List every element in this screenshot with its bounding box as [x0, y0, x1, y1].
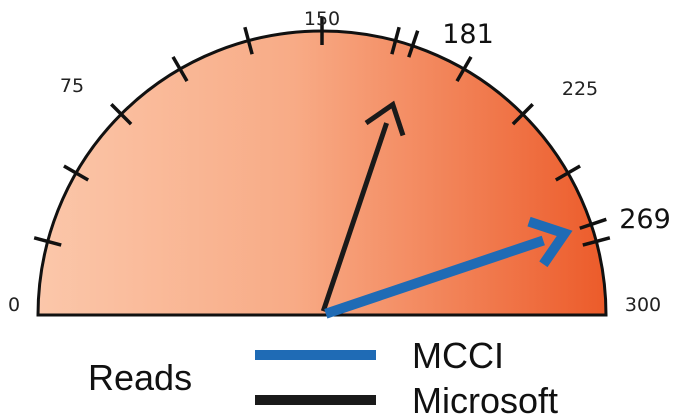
gauge-needles	[320, 100, 573, 319]
legend: Reads MCCI Microsoft	[88, 335, 558, 414]
gauge-ticks	[33, 17, 611, 247]
gauge-tick-label: 150	[304, 8, 340, 30]
gauge-tick-labels: 0 75 150 225 300	[8, 8, 661, 316]
needle-microsoft	[320, 122, 389, 313]
gauge-tick	[455, 56, 473, 83]
gauge-value-tick	[407, 30, 420, 58]
gauge-value-tick	[579, 217, 607, 230]
gauge-tick	[33, 236, 62, 247]
gauge-tick-label: 225	[562, 78, 598, 100]
legend-label-mcci: MCCI	[412, 335, 504, 376]
gauge-tick	[243, 26, 254, 55]
needle-head-microsoft	[364, 100, 406, 137]
value-label-mcci: 269	[619, 204, 671, 235]
gauge-tick	[554, 164, 581, 182]
gauge-tick	[390, 26, 401, 55]
legend-title: Reads	[88, 357, 192, 398]
needle-head-mcci	[527, 216, 573, 268]
legend-items: MCCI Microsoft	[255, 335, 558, 414]
gauge-tick	[171, 56, 189, 83]
gauge-tick	[63, 164, 90, 182]
gauge-tick	[582, 236, 611, 247]
value-label-microsoft: 181	[442, 19, 494, 50]
gauge-tick-label: 75	[60, 75, 84, 97]
gauge-marker-labels: 269 181	[442, 19, 671, 235]
gauge-tick-label: 300	[625, 294, 661, 316]
gauge-dial	[36, 29, 608, 317]
legend-label-microsoft: Microsoft	[412, 380, 558, 414]
gauge-tick	[511, 103, 534, 126]
gauge-tick-label: 0	[8, 294, 20, 316]
gauge-tick	[110, 103, 133, 126]
needle-mcci	[324, 235, 545, 319]
